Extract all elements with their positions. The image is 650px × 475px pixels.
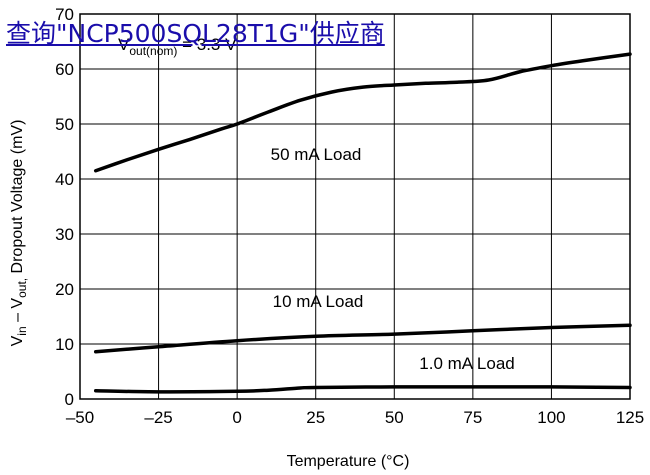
vout-annotation-sub: out(nom) bbox=[129, 44, 177, 58]
y-axis-label-tail: Dropout Voltage (mV) bbox=[9, 120, 26, 278]
y-axis-label-out: out, bbox=[15, 278, 29, 298]
x-tick-label: –50 bbox=[66, 408, 94, 427]
x-tick-label: 0 bbox=[232, 408, 241, 427]
x-axis-label: Temperature (°C) bbox=[287, 453, 410, 470]
x-tick-label: –25 bbox=[144, 408, 172, 427]
x-tick-label: 125 bbox=[616, 408, 644, 427]
y-axis-label-mid: – V bbox=[9, 298, 26, 327]
load-label-1ma: 1.0 mA Load bbox=[419, 354, 514, 373]
y-tick-label: 70 bbox=[55, 5, 74, 24]
x-tick-label: 75 bbox=[463, 408, 482, 427]
series-line-2 bbox=[93, 385, 632, 394]
load-label-10ma: 10 mA Load bbox=[273, 292, 364, 311]
grid bbox=[80, 14, 630, 399]
supplier-search-link[interactable]: 查询"NCP500SQL28T1G"供应商 bbox=[6, 19, 385, 48]
y-tick-label: 0 bbox=[65, 390, 74, 409]
y-tick-label: 60 bbox=[55, 60, 74, 79]
y-axis-label-in: in bbox=[15, 326, 29, 335]
load-label-50ma: 50 mA Load bbox=[271, 145, 362, 164]
y-tick-label: 30 bbox=[55, 225, 74, 244]
y-axis-label-v: V bbox=[9, 335, 26, 346]
vout-annotation-base: V bbox=[118, 35, 130, 54]
y-tick-label: 20 bbox=[55, 280, 74, 299]
x-tick-label: 100 bbox=[537, 408, 565, 427]
y-tick-label: 10 bbox=[55, 335, 74, 354]
vout-annotation-rest: = 3.3 V bbox=[177, 35, 237, 54]
x-tick-labels: –50 –25 0 25 50 75 100 125 bbox=[66, 408, 644, 427]
y-tick-label: 40 bbox=[55, 170, 74, 189]
y-tick-label: 50 bbox=[55, 115, 74, 134]
y-axis-label: Vin – Vout, Dropout Voltage (mV) bbox=[9, 120, 29, 347]
vout-annotation: Vout(nom) = 3.3 V bbox=[118, 35, 237, 58]
x-tick-label: 25 bbox=[306, 408, 325, 427]
x-tick-label: 50 bbox=[385, 408, 404, 427]
series-line-0 bbox=[93, 52, 632, 173]
series-line-1 bbox=[93, 323, 632, 354]
y-tick-labels: 0 10 20 30 40 50 60 70 bbox=[55, 5, 74, 409]
series-group bbox=[93, 52, 632, 394]
plot-frame bbox=[79, 13, 631, 400]
